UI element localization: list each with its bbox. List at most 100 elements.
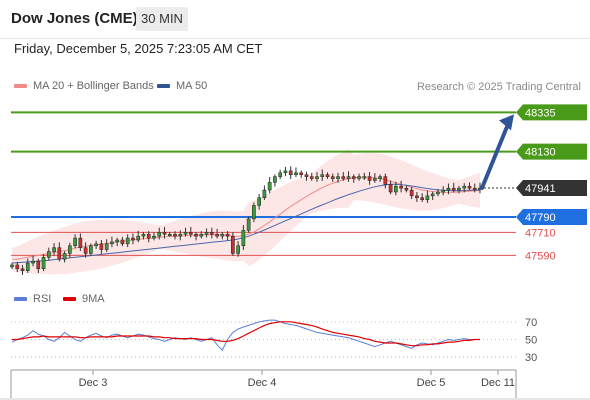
candle-body (441, 189, 446, 193)
candle (451, 182, 456, 193)
candle-body (62, 253, 67, 260)
candle (325, 172, 330, 179)
candle (351, 174, 356, 183)
candle (131, 233, 135, 245)
x-tick-label: Dec 5 (417, 377, 446, 389)
candle-body (68, 245, 72, 254)
candle-body (278, 172, 283, 177)
legend-9ma-label: 9MA (82, 293, 105, 305)
candle-body (188, 232, 193, 235)
target-arrow-shaft (480, 122, 510, 190)
candle-body (57, 247, 62, 260)
candle (357, 173, 361, 181)
rsi-tick-30: 30 (525, 352, 537, 364)
candle (257, 193, 261, 210)
candle-body (146, 233, 151, 239)
candle-body (430, 193, 435, 197)
candle (157, 227, 162, 240)
candle (20, 264, 25, 275)
candle-body (104, 243, 109, 250)
candle-body (115, 239, 119, 243)
candle-body (157, 232, 162, 237)
header: Dow Jones (CME) 30 MIN (0, 0, 590, 39)
candle-body (294, 172, 298, 175)
candle-body (83, 247, 88, 254)
candle-body (425, 195, 430, 200)
legend-rsi-label: RSI (33, 293, 52, 305)
candle (399, 180, 403, 193)
candle (209, 227, 214, 239)
candle-body (41, 257, 46, 270)
candle-body (299, 172, 304, 175)
candle-body (199, 233, 204, 237)
candle (215, 228, 219, 239)
candle (183, 227, 188, 237)
candle (152, 232, 156, 241)
candle (136, 230, 141, 243)
candle-body (436, 191, 440, 195)
candle (68, 242, 72, 258)
rsi-line (11, 319, 480, 351)
candle (15, 261, 20, 273)
candle (104, 239, 109, 252)
candle (162, 226, 167, 239)
candle-body (204, 232, 209, 235)
candle (246, 216, 251, 233)
candle (315, 172, 319, 182)
candle-body (315, 176, 319, 179)
candle-body (346, 176, 351, 179)
candle (330, 173, 335, 182)
candle-body (162, 232, 167, 235)
level-label-48335: 48335 (525, 107, 556, 119)
candle-body (373, 178, 377, 181)
candle-body (457, 187, 461, 191)
candle (362, 172, 367, 180)
candle (99, 240, 104, 254)
candle-body (225, 233, 230, 237)
rsi-swatch (14, 297, 27, 302)
candle (409, 187, 414, 200)
legend-ma20-label: MA 20 + Bollinger Bands (33, 80, 154, 92)
candle (10, 262, 14, 270)
candle-body (336, 176, 340, 179)
candle-body (320, 174, 325, 177)
candle-body (351, 176, 356, 179)
candle-body (94, 243, 98, 247)
candle (225, 231, 230, 241)
candle-body (52, 247, 56, 252)
candle-body (141, 233, 146, 237)
candle-body (367, 176, 372, 181)
candle-body (25, 262, 30, 271)
level-tag-48130: 48130 (516, 143, 587, 160)
x-tick-label: Dec 11 (481, 377, 515, 389)
candle-body (378, 176, 382, 179)
candle (309, 172, 314, 181)
candle-body (178, 233, 183, 237)
candle (110, 236, 114, 248)
candle (36, 258, 41, 274)
candle-body (20, 268, 25, 271)
candle-body (15, 264, 20, 270)
candle (441, 186, 446, 196)
level-label-48130: 48130 (525, 147, 556, 159)
candle-body (451, 187, 456, 191)
candle (367, 172, 372, 185)
candle-body (46, 251, 51, 258)
candle-body (131, 237, 135, 241)
candle-body (283, 170, 288, 174)
candle-body (325, 174, 330, 177)
candle (415, 192, 419, 202)
x-tick-label: Dec 4 (248, 377, 277, 389)
candle-body (330, 176, 335, 179)
candle (320, 169, 325, 181)
candle (383, 173, 388, 189)
candle (267, 177, 272, 194)
candle-body (136, 235, 141, 241)
candle-body (73, 237, 77, 247)
candle (146, 231, 151, 243)
interval-button[interactable]: 30 MIN (136, 7, 188, 31)
candle (341, 172, 346, 181)
candle (336, 172, 340, 183)
candle (31, 255, 35, 267)
